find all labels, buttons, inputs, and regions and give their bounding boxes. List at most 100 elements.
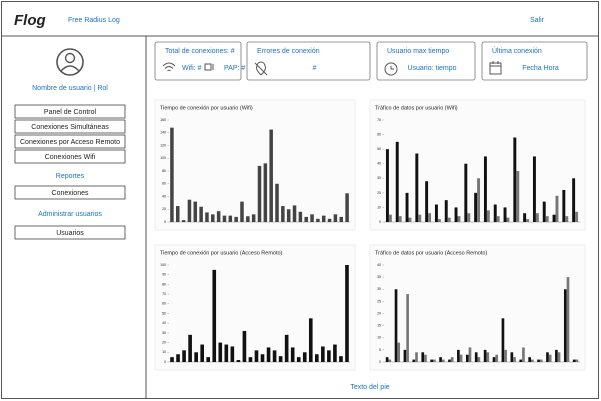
bar [398, 216, 402, 222]
bar [448, 359, 451, 362]
y-tick-label: 30 [377, 176, 381, 180]
bar [236, 360, 241, 362]
card-value: Fecha Hora [522, 65, 559, 72]
bar [537, 359, 540, 362]
card-icon [162, 62, 176, 72]
y-tick-label: 50 [162, 311, 166, 315]
logout-link[interactable]: Salir [530, 17, 545, 24]
bar [430, 359, 433, 362]
card-value: Usuario: tiempo [407, 65, 456, 72]
bar [459, 354, 463, 362]
bar [415, 153, 419, 222]
menu-button-label[interactable]: Conexiones [52, 190, 89, 197]
y-tick-label: 15 [377, 324, 381, 328]
bar [474, 352, 478, 362]
cards: Total de conexiones: # Wifi: # PAP: # Error… [154, 41, 588, 81]
bar [257, 165, 262, 222]
y-tick-label: 5 [379, 348, 381, 352]
menu-button-label[interactable]: Conexiones Wifi [45, 154, 96, 161]
bar [562, 189, 566, 222]
y-tick-label: 10 [377, 205, 381, 209]
menu-button-label[interactable]: Conexiones por Acceso Remoto [20, 139, 120, 146]
bar [510, 352, 514, 362]
bar [415, 352, 418, 362]
bar [563, 289, 567, 362]
bar [327, 218, 332, 222]
menu-button[interactable] [14, 119, 126, 134]
bar [230, 346, 235, 362]
bar [308, 318, 313, 362]
bar [321, 346, 325, 362]
y-tick-label: 35 [377, 275, 381, 279]
app-name[interactable]: Free Radius Log [68, 17, 120, 24]
bar [437, 219, 441, 222]
bar [539, 359, 543, 362]
menu-button[interactable] [14, 149, 126, 164]
bar [450, 357, 454, 362]
bar [315, 354, 319, 362]
bar [403, 349, 407, 362]
menu-button-label[interactable]: Conexiones Simultáneas [31, 124, 109, 131]
card-icon [254, 61, 268, 76]
chart-title: Tráfico de datos por usuario (Acceso Rem… [375, 250, 487, 256]
bar [248, 357, 253, 362]
bar [327, 350, 331, 362]
bar [477, 178, 481, 222]
card-icon [489, 61, 502, 75]
bar [278, 356, 283, 362]
bar [572, 359, 576, 362]
y-tick-label: 50 [377, 147, 381, 151]
chart-panel [369, 244, 586, 371]
bar [447, 217, 451, 222]
bar [263, 163, 268, 222]
y-tick-label: 60 [162, 302, 166, 306]
bar [397, 342, 401, 362]
bar [526, 219, 530, 222]
y-tick-label: 20 [377, 191, 381, 195]
menu-button-label[interactable]: Usuarios [56, 230, 84, 237]
y-tick-label: 10 [162, 350, 166, 354]
bar [465, 354, 469, 362]
y-tick-label: 90 [162, 273, 166, 277]
bar [433, 359, 436, 362]
charts: Tiempo de conexión por usuario (Wifi) 0 20… [154, 99, 586, 371]
bar [523, 213, 527, 222]
bar [234, 216, 238, 222]
bar [503, 207, 507, 222]
menu-button[interactable] [14, 104, 126, 119]
bar [557, 352, 561, 362]
bar [200, 344, 204, 362]
menu-button[interactable] [14, 185, 126, 200]
y-tick-label: 60 [377, 132, 381, 136]
bar [339, 356, 343, 362]
card-value: PAP: # [224, 65, 245, 72]
bar [298, 211, 303, 222]
bar [224, 344, 229, 362]
menu-button[interactable] [14, 134, 126, 149]
bar [260, 354, 265, 362]
bar [242, 330, 247, 362]
menu-button-label[interactable]: Panel de Control [44, 109, 97, 116]
bar [251, 214, 256, 222]
bar [535, 213, 539, 222]
bar [439, 357, 442, 362]
bar [272, 350, 277, 362]
bar [281, 206, 285, 222]
bar [388, 214, 392, 222]
bar [428, 213, 432, 222]
y-tick-label: 0 [164, 220, 166, 224]
bar [464, 163, 468, 222]
menu-button[interactable] [14, 225, 126, 240]
user-label: Nombre de usuario | Rol [32, 85, 108, 92]
logo: Flog [14, 12, 46, 29]
y-tick-label: 80 [162, 169, 166, 173]
y-tick-label: 10 [377, 336, 381, 340]
y-tick-label: 20 [162, 207, 166, 211]
bar [513, 137, 517, 222]
bar [286, 209, 291, 222]
bar [425, 181, 429, 222]
bar [321, 215, 326, 222]
bar [486, 352, 490, 362]
bar [176, 354, 180, 362]
card-title: Usuario max tiempo [387, 48, 449, 55]
